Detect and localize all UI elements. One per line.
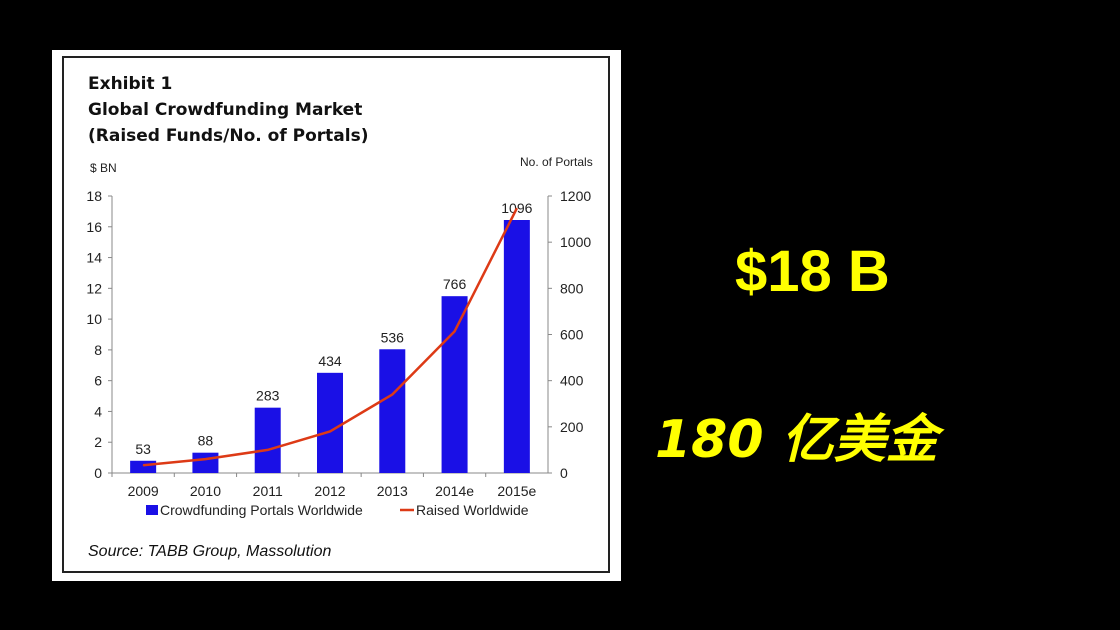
line-point-2014e (454, 330, 456, 332)
left-tick-label: 10 (86, 311, 102, 327)
bar-2010 (192, 452, 219, 473)
line-point-2012 (329, 430, 331, 432)
bar-value-label: 88 (198, 433, 214, 449)
right-tick-label: 1000 (560, 234, 591, 250)
bar-2015e (503, 220, 530, 473)
left-tick-label: 4 (94, 403, 102, 419)
right-tick-label: 200 (560, 419, 584, 435)
callout-amount-cn: 180 亿美金 (655, 410, 938, 470)
left-tick-label: 0 (94, 465, 102, 481)
bar-2014e (441, 296, 468, 473)
right-axis-label: No. of Portals (520, 155, 593, 169)
left-tick-label: 2 (94, 434, 102, 450)
left-tick-label: 16 (86, 219, 102, 235)
exhibit-frame: Exhibit 1 Global Crowdfunding Market (Ra… (62, 56, 610, 573)
x-tick-label: 2014e (435, 483, 474, 499)
chart-title: Global Crowdfunding Market (88, 100, 363, 120)
line-point-2010 (204, 458, 206, 460)
bar-2012 (317, 372, 343, 473)
bar-value-label: 766 (443, 276, 467, 292)
combo-chart: 0 2 4 6 8 10 12 14 16 18 0 200 400 600 800 1000 1200 $ BN… (86, 155, 593, 518)
legend-bar-label: Crowdfunding Portals Worldwide (160, 502, 363, 518)
left-tick-label: 8 (94, 342, 102, 358)
line-point-2013 (391, 394, 393, 396)
bar-value-label: 434 (318, 353, 342, 369)
right-tick-label: 1200 (560, 188, 591, 204)
legend-bar-swatch (146, 505, 158, 515)
bar-2013 (379, 349, 406, 473)
bar-value-label: 53 (135, 441, 151, 457)
left-tick-label: 12 (86, 280, 102, 296)
bar-value-label: 536 (381, 329, 405, 345)
source-note: Source: TABB Group, Massolution (88, 543, 332, 560)
bar-value-label: 283 (256, 388, 280, 404)
line-point-2009 (142, 464, 144, 466)
right-tick-label: 600 (560, 327, 584, 343)
right-tick-label: 0 (560, 465, 568, 481)
x-tick-label: 2010 (190, 483, 221, 499)
left-tick-label: 18 (86, 188, 102, 204)
exhibit-panel: Exhibit 1 Global Crowdfunding Market (Ra… (52, 50, 621, 581)
x-tick-label: 2012 (314, 483, 345, 499)
right-tick-label: 800 (560, 280, 584, 296)
left-tick-label: 14 (86, 250, 102, 266)
exhibit-label: Exhibit 1 (88, 74, 173, 94)
left-axis-label: $ BN (90, 161, 117, 175)
x-tick-label: 2015e (497, 483, 536, 499)
bar-2011 (254, 407, 281, 473)
line-point-2015e (516, 207, 518, 209)
right-tick-label: 400 (560, 373, 584, 389)
x-tick-label: 2009 (128, 483, 159, 499)
left-tick-label: 6 (94, 373, 102, 389)
x-tick-label: 2011 (253, 483, 283, 499)
legend-line-label: Raised Worldwide (416, 502, 529, 518)
x-tick-label: 2013 (377, 483, 408, 499)
line-point-2011 (267, 449, 269, 451)
chart-subtitle: (Raised Funds/No. of Portals) (88, 126, 369, 146)
bar-2009 (130, 460, 157, 473)
callout-amount-usd: $18 B (735, 239, 890, 304)
